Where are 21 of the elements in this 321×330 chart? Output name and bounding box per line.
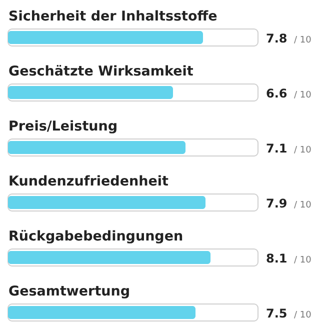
text: / 10 [294, 200, 312, 210]
y-tick-label: Preis/Leistung [8, 118, 118, 134]
bar [8, 141, 186, 154]
bar [8, 86, 173, 99]
text: / 10 [294, 146, 312, 156]
y-tick-label: Sicherheit der Inhaltsstoffe [8, 8, 218, 24]
data-label: 7.1 [266, 142, 288, 156]
data-label: 7.5 [266, 306, 288, 320]
text: / 10 [294, 310, 312, 320]
text: / 10 [294, 90, 312, 100]
bar [8, 306, 196, 319]
y-tick-label: Gesamtwertung [8, 284, 130, 300]
data-label: 7.9 [266, 196, 288, 210]
y-tick-label: Geschätzte Wirksamkeit [8, 64, 194, 80]
text: / 10 [294, 36, 312, 46]
data-label: 6.6 [266, 86, 288, 100]
text: / 10 [294, 256, 312, 266]
data-label: 7.8 [266, 32, 288, 46]
y-tick-label: Kundenzufriedenheit [8, 174, 169, 190]
data-label: 8.1 [266, 252, 288, 266]
y-tick-label: Rückgabebedingungen [8, 228, 184, 244]
